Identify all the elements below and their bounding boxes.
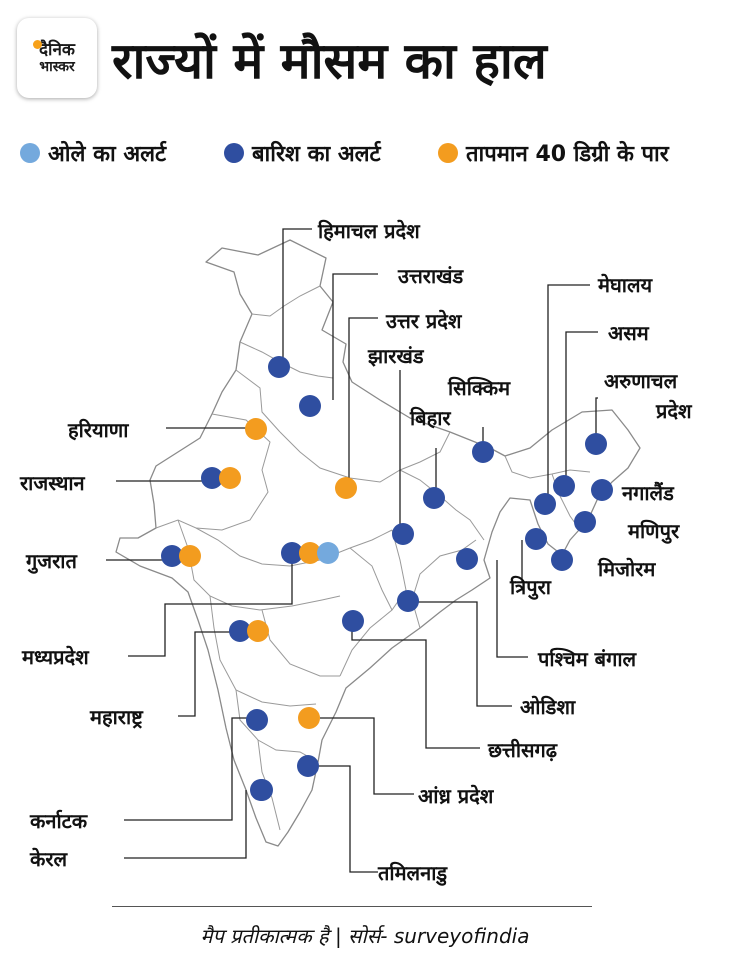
dot-nagaland-rain	[591, 479, 613, 501]
label-arunachal-line1: अरुणाचल	[604, 369, 679, 393]
hail-dot-icon	[20, 143, 40, 163]
label-west-bengal: पश्चिम बंगाल	[537, 647, 638, 671]
logo-dot-icon	[33, 40, 42, 49]
legend-item-rain: बारिश का अलर्ट	[224, 138, 381, 168]
dot-west-bengal-rain	[456, 548, 478, 570]
label-maharashtra: महाराष्ट्र	[89, 705, 144, 729]
dot-sikkim-rain	[472, 441, 494, 463]
alert-dots	[161, 356, 613, 801]
dot-meghalaya-rain	[534, 493, 556, 515]
label-tamil-nadu: तमिलनाडु	[377, 861, 448, 886]
dot-madhya-pradesh-heat	[299, 542, 321, 564]
label-uttar-pradesh: उत्तर प्रदेश	[385, 309, 463, 333]
dot-maharashtra-rain	[229, 620, 251, 642]
label-nagaland: नगालैंड	[621, 481, 675, 505]
page-title: राज्यों में मौसम का हाल	[112, 32, 547, 90]
dot-rajasthan-heat	[219, 467, 241, 489]
label-gujarat: गुजरात	[25, 549, 78, 574]
label-mizoram: मिजोरम	[597, 557, 656, 581]
dot-tamil-nadu-rain	[297, 755, 319, 777]
dot-odisha-rain	[397, 590, 419, 612]
label-rajasthan: राजस्थान	[19, 471, 86, 495]
dot-bihar-rain	[423, 487, 445, 509]
dot-kerala-rain	[251, 779, 273, 801]
dot-manipur-rain	[574, 511, 596, 533]
label-uttarakhand: उत्तराखंड	[397, 264, 464, 288]
dot-haryana-heat	[245, 418, 267, 440]
legend-label-heat: तापमान 40 डिग्री के पार	[466, 142, 669, 167]
rain-dot-icon	[224, 143, 244, 163]
heat-dot-icon	[438, 143, 458, 163]
dot-madhya-pradesh-rain	[281, 542, 303, 564]
legend-label-rain: बारिश का अलर्ट	[252, 142, 381, 167]
dot-tripura-rain	[525, 528, 547, 550]
label-assam: असम	[608, 321, 650, 345]
label-kerala: केरल	[29, 847, 69, 871]
label-madhya-pradesh: मध्यप्रदेश	[21, 645, 90, 669]
label-himachal: हिमाचल प्रदेश	[317, 219, 421, 243]
label-jharkhand: झारखंड	[367, 344, 425, 368]
dot-jharkhand-rain	[392, 523, 414, 545]
dot-mizoram-rain	[551, 549, 573, 571]
dot-gujarat-heat	[179, 545, 201, 567]
dot-rajasthan-rain	[201, 467, 223, 489]
footer-source: मैप प्रतीकात्मक है | सोर्स- surveyofindi…	[200, 924, 530, 948]
dainik-bhaskar-logo: दैनिक भास्कर	[17, 18, 97, 98]
footer-divider	[112, 906, 592, 907]
label-andhra-pradesh: आंध्र प्रदेश	[418, 784, 495, 808]
label-manipur: मणिपुर	[627, 519, 680, 544]
logo-line-1: दैनिक	[39, 40, 75, 60]
logo-line-2: भास्कर	[39, 59, 75, 75]
label-chhattisgarh: छत्तीसगढ़	[487, 738, 558, 762]
legend-item-heat: तापमान 40 डिग्री के पार	[438, 138, 669, 168]
label-meghalaya: मेघालय	[597, 273, 654, 297]
dot-uttar-pradesh-heat	[335, 477, 357, 499]
dot-gujarat-rain	[161, 545, 183, 567]
label-karnataka: कर्नाटक	[29, 809, 89, 833]
legend-label-hail: ओले का अलर्ट	[48, 142, 167, 167]
dot-himachal-rain	[268, 356, 290, 378]
dot-andhra-pradesh-heat	[298, 707, 320, 729]
dot-madhya-pradesh-hail	[317, 542, 339, 564]
label-arunachal-line2: प्रदेश	[655, 399, 693, 423]
dot-assam-rain	[553, 475, 575, 497]
label-odisha: ओडिशा	[520, 695, 576, 719]
label-tripura: त्रिपुरा	[509, 575, 552, 600]
label-haryana: हरियाणा	[67, 418, 129, 442]
india-outline	[115, 239, 641, 847]
label-sikkim: सिक्किम	[447, 376, 511, 400]
dot-uttarakhand-rain	[299, 395, 321, 417]
legend-item-hail: ओले का अलर्ट	[20, 138, 166, 168]
dot-maharashtra-heat	[247, 620, 269, 642]
dot-chhattisgarh-rain	[342, 610, 364, 632]
dot-telangana-rain	[246, 709, 268, 731]
label-bihar: बिहार	[409, 406, 451, 430]
dot-arunachal-rain	[585, 433, 607, 455]
